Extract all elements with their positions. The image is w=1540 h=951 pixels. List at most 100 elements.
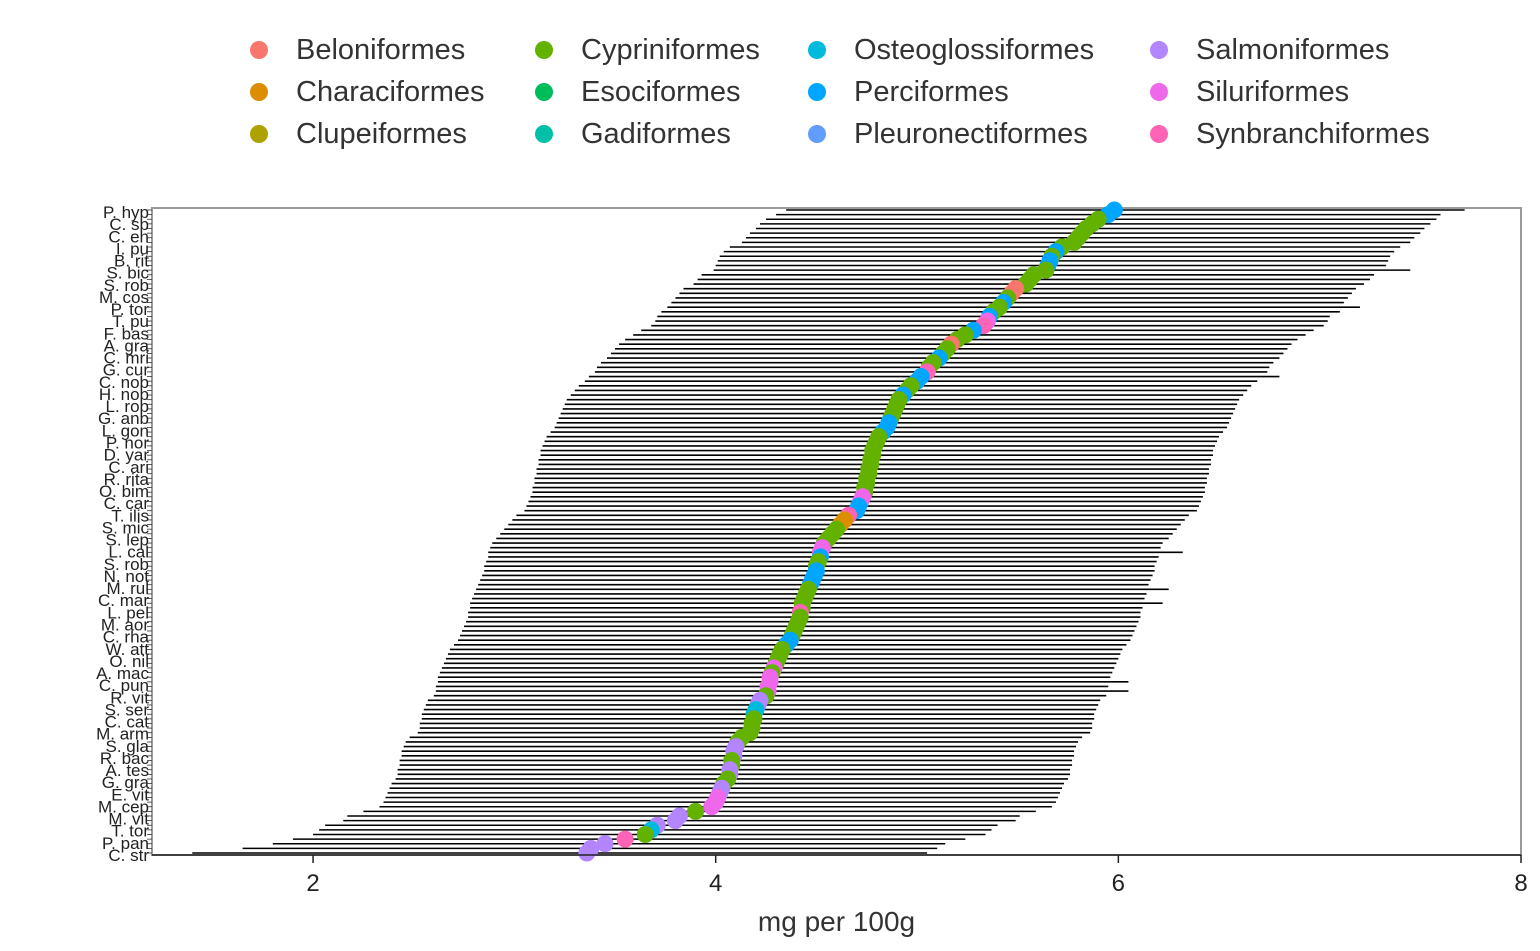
y-tick-label: A. gra [104, 336, 150, 355]
x-axis-title: mg per 100g [758, 906, 915, 937]
y-tick-label: M. aor [101, 615, 150, 634]
legend-label: Salmoniformes [1196, 33, 1390, 66]
y-tick-label: H. nob [99, 385, 149, 404]
y-tick-label: C. nob [99, 373, 149, 392]
legend-swatch [1150, 41, 1168, 59]
y-tick-label: P. hyp [103, 203, 149, 222]
legend-swatch [535, 41, 553, 59]
y-tick-label: N. not [104, 567, 150, 586]
legend-label: Characiformes [296, 75, 485, 108]
y-tick-label: P. nor [106, 434, 150, 453]
data-point [687, 802, 705, 820]
y-tick-label: T. ilis [111, 506, 149, 525]
data-point [596, 835, 614, 853]
y-tick-label: O. nil [109, 652, 149, 671]
y-tick-label: M. rul [107, 579, 150, 598]
y-tick-label: R. rita [104, 470, 150, 489]
legend-item: Clupeiformes [250, 114, 467, 154]
y-tick-label: I. pu [116, 239, 149, 258]
legend-label: Perciformes [854, 75, 1009, 108]
legend-label: Osteoglossiformes [854, 33, 1095, 66]
legend-swatch [535, 125, 553, 143]
y-tick-label: S. rob [104, 276, 149, 295]
y-tick-label: C. str [108, 846, 149, 865]
y-tick-label: S. rob [104, 555, 149, 574]
legend-swatch [1150, 125, 1168, 143]
y-tick-label: C. rha [103, 628, 150, 647]
legend-label: Cypriniformes [581, 33, 760, 66]
legend-label: Synbranchiformes [1196, 117, 1430, 150]
y-tick-label: R. bac [100, 749, 150, 768]
legend-swatch [250, 125, 268, 143]
data-point [616, 830, 634, 848]
data-point [703, 798, 721, 816]
y-tick-label: E. vit [111, 785, 149, 804]
y-tick-label: R. vit [110, 688, 149, 707]
y-tick-label: L. rob [106, 397, 149, 416]
y-tick-label: D. yar [104, 446, 150, 465]
legend-item: Osteoglossiformes [808, 30, 1094, 70]
legend-label: Beloniformes [296, 33, 466, 66]
y-tick-label: F. bas [104, 324, 149, 343]
y-tick-label: C. mri [104, 349, 149, 368]
y-tick-label: G. anb [98, 409, 149, 428]
legend-label: Pleuronectiformes [854, 117, 1088, 150]
y-tick-label: M. cos [99, 288, 149, 307]
y-tick-label: B. rit [114, 252, 149, 271]
y-tick-label: P. pan [102, 834, 149, 853]
legend-swatch [535, 83, 553, 101]
y-tick-label: S. lep [106, 531, 149, 550]
legend-item: Siluriformes [1150, 72, 1349, 112]
y-tick-label: L. gon [102, 421, 149, 440]
y-tick-label: C. en [108, 227, 149, 246]
legend-item: Gadiformes [535, 114, 731, 154]
legend-swatch [808, 125, 826, 143]
y-tick-label: M. cep [98, 797, 149, 816]
legend-item: Beloniformes [250, 30, 465, 70]
x-tick-label: 4 [709, 870, 722, 897]
y-tick-label: A. tes [106, 761, 149, 780]
legend-swatch [808, 83, 826, 101]
y-tick-label: A. mac [96, 664, 149, 683]
x-tick-label: 2 [306, 870, 319, 897]
y-tick-label: G. gra [102, 773, 150, 792]
legend-swatch [808, 41, 826, 59]
legend-item: Salmoniformes [1150, 30, 1389, 70]
data-point [666, 812, 684, 830]
legend-item: Pleuronectiformes [808, 114, 1088, 154]
y-tick-label: C. sp [109, 215, 149, 234]
y-tick-label: L. pel [107, 603, 149, 622]
y-tick-label: L. cal [108, 543, 149, 562]
x-tick-label: 8 [1514, 870, 1527, 897]
y-tick-label: C. ari [108, 458, 149, 477]
y-tick-label: T. pu [112, 312, 149, 331]
data-point [578, 844, 596, 862]
y-tick-label: C. pun [99, 676, 149, 695]
y-tick-label: O. bim [99, 482, 149, 501]
y-tick-label: W. att [106, 640, 150, 659]
legend-item: Characiformes [250, 72, 485, 112]
legend-swatch [250, 41, 268, 59]
y-tick-label: P. tor [111, 300, 150, 319]
y-tick-label: S. ser [105, 700, 150, 719]
legend: Beloniformes Characiformes Clupeiformes Cyp… [240, 30, 1500, 170]
x-tick-label: 6 [1112, 870, 1125, 897]
legend-swatch [250, 83, 268, 101]
legend-item: Cypriniformes [535, 30, 760, 70]
legend-label: Siluriformes [1196, 75, 1350, 108]
y-tick-label: S. mic [102, 518, 150, 537]
y-tick-label: S. gla [106, 737, 150, 756]
y-tick-label: M. vit [108, 810, 149, 829]
y-tick-label: S. bic [106, 264, 149, 283]
legend-item: Synbranchiformes [1150, 114, 1430, 154]
legend-item: Esociformes [535, 72, 741, 112]
y-tick-label: C. car [104, 494, 150, 513]
legend-item: Perciformes [808, 72, 1009, 112]
y-tick-label: G. cur [103, 361, 150, 380]
legend-label: Esociformes [581, 75, 741, 108]
data-point [636, 825, 654, 843]
legend-label: Clupeiformes [296, 117, 467, 150]
y-tick-label: M. arm [96, 725, 149, 744]
y-tick-label: T. tor [111, 822, 149, 841]
